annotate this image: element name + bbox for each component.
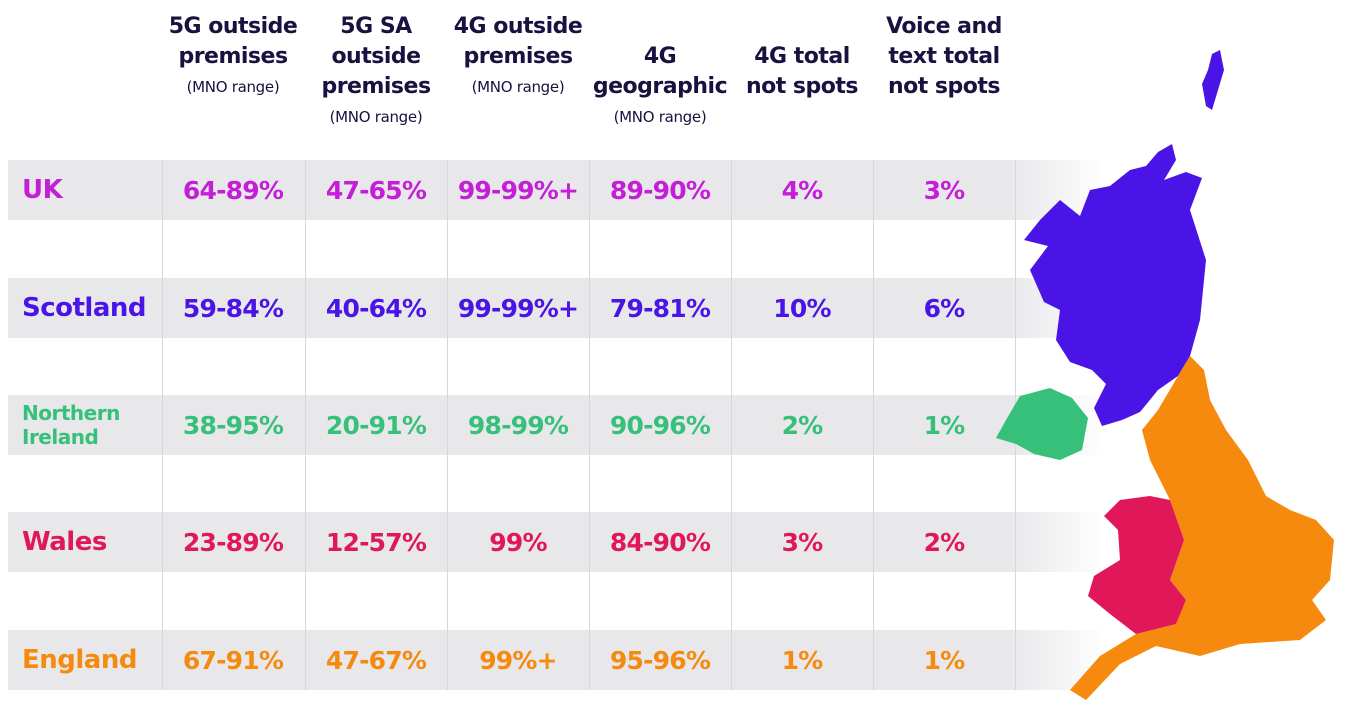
row-label: UK bbox=[22, 175, 63, 205]
row-label: Scotland bbox=[22, 293, 147, 323]
table-cell: 95-96% bbox=[609, 645, 711, 675]
column-header-title: 5G SA outside premises bbox=[321, 14, 431, 99]
column-divider bbox=[305, 160, 306, 690]
column-header-subtitle: (MNO range) bbox=[471, 78, 565, 96]
table-cell: 64-89% bbox=[182, 175, 284, 205]
uk-map bbox=[996, 50, 1334, 700]
row-label: England bbox=[22, 645, 137, 675]
column-header: Voice and text total not spots bbox=[873, 12, 1015, 102]
table-cell: 84-90% bbox=[609, 527, 711, 557]
table-cell: 6% bbox=[923, 293, 966, 323]
table-row bbox=[8, 278, 1108, 338]
column-divider bbox=[873, 160, 874, 690]
column-header: 5G SA outside premises (MNO range) bbox=[305, 12, 447, 132]
map-shetland bbox=[1202, 50, 1224, 110]
table-cell: 3% bbox=[923, 175, 966, 205]
column-header-title: 5G outside premises bbox=[168, 14, 298, 69]
table-row bbox=[8, 395, 1108, 455]
table-cell: 79-81% bbox=[609, 293, 711, 323]
table-cell: 1% bbox=[781, 645, 824, 675]
table-cell: 47-67% bbox=[325, 645, 427, 675]
table-cell: 1% bbox=[923, 410, 966, 440]
table-row bbox=[8, 160, 1108, 220]
table-row bbox=[8, 630, 1108, 690]
column-divider bbox=[162, 160, 163, 690]
table-cell: 2% bbox=[781, 410, 824, 440]
column-divider bbox=[731, 160, 732, 690]
column-header: 4G total not spots bbox=[731, 42, 873, 102]
column-header-subtitle: (MNO range) bbox=[186, 78, 280, 96]
table-cell: 59-84% bbox=[182, 293, 284, 323]
table-cell: 38-95% bbox=[182, 410, 284, 440]
table-cell: 40-64% bbox=[325, 293, 427, 323]
column-header: 5G outside premises (MNO range) bbox=[162, 12, 304, 102]
table-cell: 2% bbox=[923, 527, 966, 557]
table-cell: 99-99%+ bbox=[457, 293, 579, 323]
column-header-title: 4G total not spots bbox=[745, 44, 859, 99]
table-cell: 99%+ bbox=[479, 645, 557, 675]
column-header-title: Voice and text total not spots bbox=[886, 14, 1002, 99]
row-label: Northern Ireland bbox=[22, 401, 120, 449]
table-cell: 89-90% bbox=[609, 175, 711, 205]
column-header-subtitle: (MNO range) bbox=[613, 108, 707, 126]
map-england bbox=[1070, 356, 1334, 700]
table-cell: 90-96% bbox=[609, 410, 711, 440]
map-northern-ireland bbox=[996, 388, 1088, 460]
table-cell: 4% bbox=[781, 175, 824, 205]
table-cell: 3% bbox=[781, 527, 824, 557]
table-cell: 12-57% bbox=[325, 527, 427, 557]
table-cell: 47-65% bbox=[325, 175, 427, 205]
column-header: 4G outside premises (MNO range) bbox=[447, 12, 589, 102]
column-header-title: 4G outside premises bbox=[453, 14, 583, 69]
row-label: Wales bbox=[22, 527, 107, 557]
column-header-subtitle: (MNO range) bbox=[329, 108, 423, 126]
map-scotland bbox=[1024, 144, 1206, 426]
table-cell: 99-99%+ bbox=[457, 175, 579, 205]
table-cell: 20-91% bbox=[325, 410, 427, 440]
column-divider bbox=[589, 160, 590, 690]
table-cell: 10% bbox=[773, 293, 831, 323]
column-divider bbox=[447, 160, 448, 690]
map-wales bbox=[1088, 496, 1186, 634]
table-cell: 98-99% bbox=[467, 410, 569, 440]
table-cell: 67-91% bbox=[182, 645, 284, 675]
table-row bbox=[8, 512, 1108, 572]
table-cell: 23-89% bbox=[182, 527, 284, 557]
table-cell: 1% bbox=[923, 645, 966, 675]
table-cell: 99% bbox=[489, 527, 547, 557]
column-header: 4G geographic (MNO range) bbox=[589, 42, 731, 132]
column-header-title: 4G geographic bbox=[592, 44, 728, 99]
